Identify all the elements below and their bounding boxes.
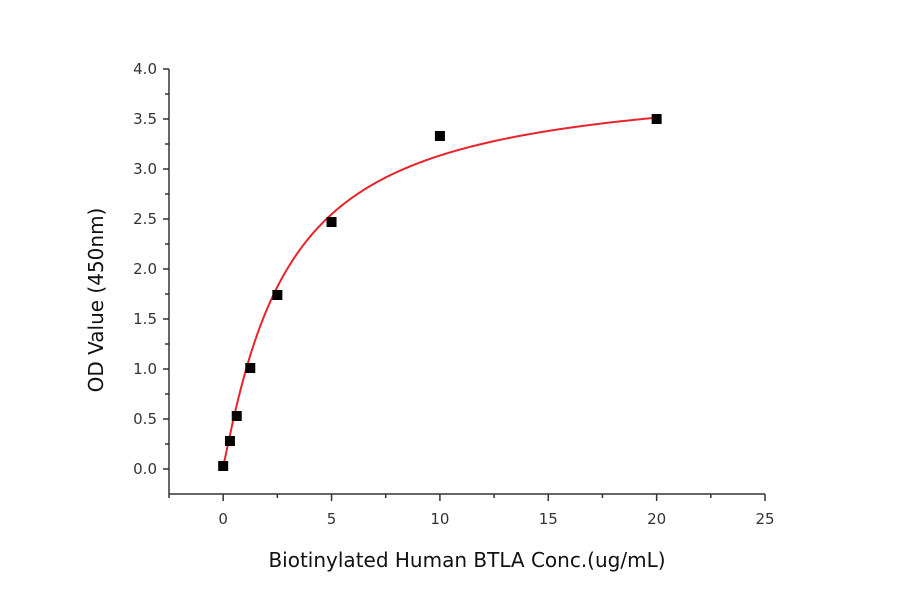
y-tick-label: 0.0: [133, 460, 157, 478]
y-tick-label: 3.5: [133, 110, 157, 128]
y-tick-label: 1.5: [133, 310, 157, 328]
y-tick-label: 4.0: [133, 60, 157, 78]
x-tick-label: 5: [327, 510, 337, 528]
data-point-marker: [224, 436, 235, 446]
y-axis-title: OD Value (450nm): [84, 208, 108, 393]
x-axis-title: Biotinylated Human BTLA Conc.(ug/mL): [268, 548, 665, 572]
x-tick-label: 15: [539, 510, 558, 528]
x-tick-label: 0: [218, 510, 228, 528]
data-point-marker: [231, 411, 242, 421]
y-tick-label: 2.5: [133, 210, 157, 228]
x-tick-label: 20: [647, 510, 666, 528]
data-point-marker: [651, 114, 662, 124]
data-point-marker: [272, 290, 283, 300]
y-tick-label: 0.5: [133, 410, 157, 428]
data-point-marker: [326, 217, 337, 227]
axes: 0.0 0.5 1.0 1.5 2.0 2.5 3.0 3.5 4.0 0 5 10 15 20 25: [133, 60, 774, 528]
y-tick-label: 1.0: [133, 360, 157, 378]
data-point-marker: [434, 131, 445, 141]
x-tick-label: 10: [430, 510, 449, 528]
y-tick-label: 3.0: [133, 160, 157, 178]
x-tick-label: 25: [755, 510, 774, 528]
fit-curve: [222, 116, 657, 467]
data-points: [218, 114, 662, 471]
data-point-marker: [245, 363, 256, 373]
data-point-marker: [218, 461, 229, 471]
y-tick-label: 2.0: [133, 260, 157, 278]
